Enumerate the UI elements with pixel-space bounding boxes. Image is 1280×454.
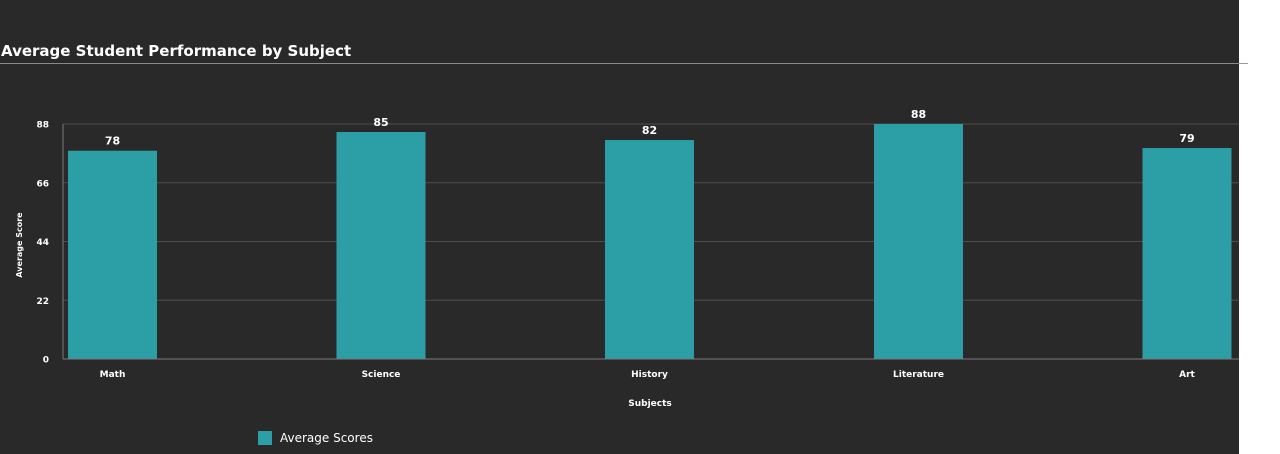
x-tick-label: Science bbox=[362, 370, 401, 380]
x-axis-title: Subjects bbox=[628, 399, 672, 409]
chart-title: Average Student Performance by Subject bbox=[1, 42, 352, 60]
legend-label: Average Scores bbox=[280, 431, 373, 445]
data-label: 88 bbox=[911, 108, 926, 121]
y-tick-label: 44 bbox=[36, 238, 49, 248]
x-tick-label: Math bbox=[100, 370, 126, 380]
legend-swatch bbox=[258, 431, 272, 445]
bar-science bbox=[336, 132, 426, 359]
labels: 0 22 44 66 88 78 Math 85 Science 82 History 88 Liter… bbox=[15, 108, 1196, 409]
y-tick-label: 0 bbox=[43, 356, 49, 366]
axes bbox=[62, 124, 1239, 360]
y-tick-label: 22 bbox=[36, 297, 49, 307]
y-tick-label: 88 bbox=[36, 121, 49, 131]
title-divider bbox=[0, 63, 1239, 64]
bar-chart: 0 22 44 66 88 78 Math 85 Science 82 History 88 Liter… bbox=[15, 108, 1239, 409]
data-label: 79 bbox=[1179, 132, 1194, 145]
y-tick-label: 66 bbox=[36, 179, 49, 189]
bars bbox=[68, 124, 1232, 359]
x-tick-label: Literature bbox=[893, 370, 944, 380]
legend: Average Scores bbox=[258, 431, 373, 445]
x-tick-label: Art bbox=[1179, 370, 1195, 380]
x-tick-label: History bbox=[631, 370, 668, 380]
data-label: 82 bbox=[642, 124, 657, 137]
edge-tick bbox=[1239, 63, 1248, 64]
y-axis-title: Average Score bbox=[15, 212, 24, 278]
data-label: 85 bbox=[373, 116, 388, 129]
bar-history bbox=[605, 140, 694, 359]
data-label: 78 bbox=[105, 135, 120, 148]
bar-literature bbox=[874, 124, 963, 359]
bar-math bbox=[68, 150, 157, 359]
bar-art bbox=[1142, 148, 1232, 359]
